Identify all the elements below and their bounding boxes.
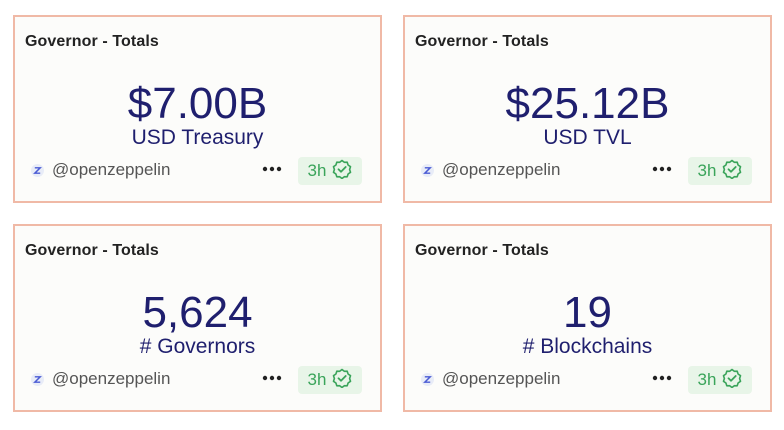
card-footer: @openzeppelin 3h	[31, 366, 362, 394]
metric-value: 19	[563, 288, 612, 337]
author-link[interactable]: @openzeppelin	[421, 160, 560, 180]
author-name: @openzeppelin	[442, 369, 561, 388]
card-footer: @openzeppelin 3h	[421, 157, 752, 185]
widget-card-blockchains: Governor - Totals 19 # Blockchains @open…	[403, 224, 772, 412]
metric: $25.12B USD TVL	[405, 79, 770, 149]
more-options-icon[interactable]	[650, 370, 674, 386]
author-link[interactable]: @openzeppelin	[421, 369, 560, 389]
card-title: Governor - Totals	[25, 242, 159, 259]
metric-label: # Governors	[139, 335, 256, 358]
widget-card-usd-tvl: Governor - Totals $25.12B USD TVL @openz…	[403, 15, 772, 203]
more-options-icon[interactable]	[260, 161, 284, 177]
openzeppelin-avatar-icon	[421, 163, 434, 177]
verified-check-icon	[332, 159, 352, 184]
freshness-badge[interactable]: 3h	[688, 366, 752, 394]
more-options-icon[interactable]	[260, 370, 284, 386]
widget-card-usd-treasury: Governor - Totals $7.00B USD Treasury @o…	[13, 15, 382, 203]
openzeppelin-avatar-icon	[31, 163, 44, 177]
author-link[interactable]: @openzeppelin	[31, 160, 170, 180]
verified-check-icon	[332, 368, 352, 393]
metric-value: $7.00B	[127, 79, 268, 128]
openzeppelin-avatar-icon	[31, 372, 44, 386]
freshness-text: 3h	[697, 161, 717, 180]
metric: 19 # Blockchains	[405, 288, 770, 358]
freshness-text: 3h	[307, 370, 327, 389]
metric-value: 5,624	[142, 288, 253, 337]
card-footer: @openzeppelin 3h	[421, 366, 752, 394]
freshness-text: 3h	[307, 161, 327, 180]
card-title: Governor - Totals	[415, 33, 549, 50]
openzeppelin-avatar-icon	[421, 372, 434, 386]
card-title: Governor - Totals	[25, 33, 159, 50]
author-name: @openzeppelin	[52, 369, 171, 388]
metric: $7.00B USD Treasury	[15, 79, 380, 149]
freshness-badge[interactable]: 3h	[688, 157, 752, 185]
author-name: @openzeppelin	[52, 160, 171, 179]
author-link[interactable]: @openzeppelin	[31, 369, 170, 389]
metric: 5,624 # Governors	[15, 288, 380, 358]
card-title: Governor - Totals	[415, 242, 549, 259]
author-name: @openzeppelin	[442, 160, 561, 179]
metric-label: USD TVL	[543, 126, 632, 149]
verified-check-icon	[722, 368, 742, 393]
metric-value: $25.12B	[505, 79, 670, 128]
card-footer: @openzeppelin 3h	[31, 157, 362, 185]
metric-label: # Blockchains	[522, 335, 653, 358]
more-options-icon[interactable]	[650, 161, 674, 177]
freshness-text: 3h	[697, 370, 717, 389]
freshness-badge[interactable]: 3h	[298, 366, 362, 394]
widget-card-governors: Governor - Totals 5,624 # Governors @ope…	[13, 224, 382, 412]
verified-check-icon	[722, 159, 742, 184]
freshness-badge[interactable]: 3h	[298, 157, 362, 185]
metric-label: USD Treasury	[131, 126, 264, 149]
